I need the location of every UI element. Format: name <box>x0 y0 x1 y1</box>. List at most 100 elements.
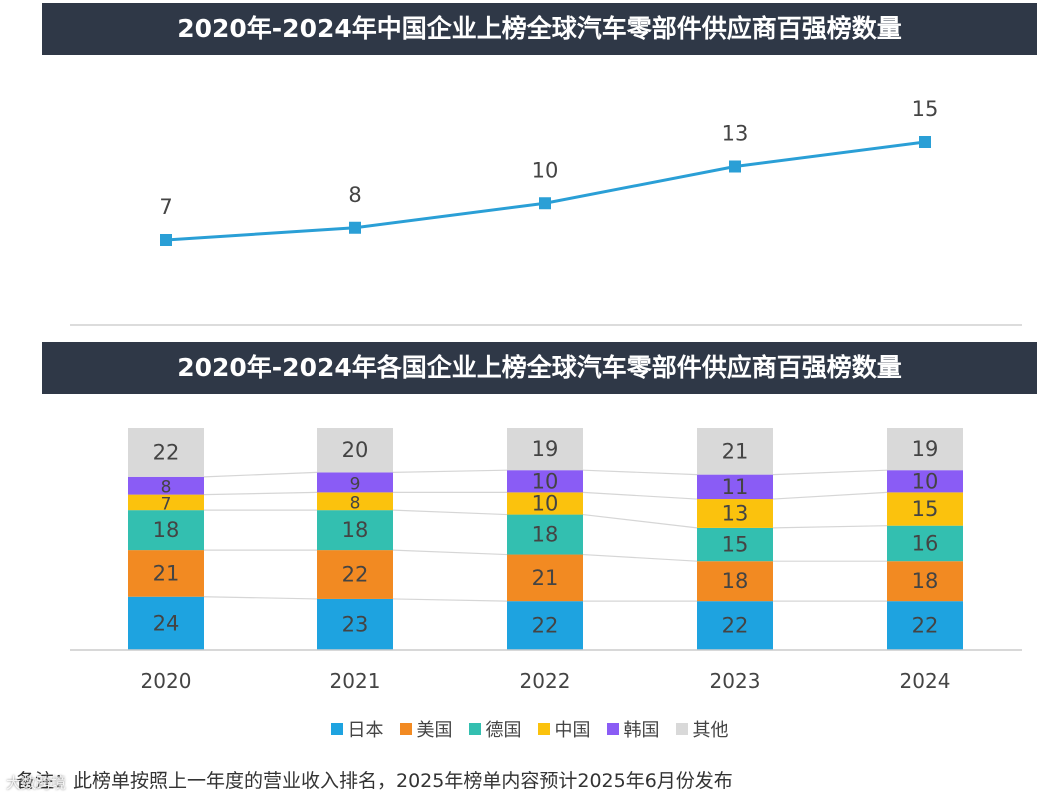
bar-2024-韩国 <box>887 470 963 493</box>
legend-label: 日本 <box>347 720 384 741</box>
bar-label-2023-美国: 18 <box>722 569 749 593</box>
line-point-2020 <box>160 234 172 246</box>
connector-德国-2022 <box>582 513 698 529</box>
bar-label-2022-中国: 10 <box>532 491 559 515</box>
bar-label-2022-美国: 21 <box>532 566 559 590</box>
bar-label-2022-韩国: 10 <box>532 469 559 493</box>
bar-label-2023-日本: 22 <box>722 614 749 638</box>
line-data-label-2020: 7 <box>159 195 172 219</box>
legend-swatch <box>537 723 550 735</box>
bar-2022-德国 <box>507 514 583 555</box>
bar-2023-美国 <box>697 561 773 602</box>
line-point-2022 <box>539 197 551 210</box>
bar-label-2020-日本: 24 <box>153 611 180 635</box>
x-tick-2020: 2020 <box>141 669 192 693</box>
connector-韩国-2021 <box>392 469 508 473</box>
bar-label-2021-其他: 20 <box>342 438 369 462</box>
bar-2023-日本 <box>697 601 773 650</box>
bar-2022-中国 <box>507 492 583 515</box>
line-chart-title: 2020年-2024年中国企业上榜全球汽车零部件供应商百强榜数量 <box>42 3 1037 55</box>
connector-韩国-2020 <box>203 471 318 478</box>
legend-swatch <box>399 723 412 735</box>
legend-label: 中国 <box>554 720 591 741</box>
bar-2020-其他 <box>128 428 204 477</box>
bar-2022-其他 <box>507 428 583 471</box>
bar-2020-日本 <box>128 596 204 650</box>
x-tick-2023: 2023 <box>710 669 761 693</box>
bar-label-2024-韩国: 10 <box>912 469 939 493</box>
bar-label-2020-其他: 22 <box>153 440 180 464</box>
bar-label-2022-其他: 19 <box>532 437 559 461</box>
legend-label: 德国 <box>485 720 522 741</box>
bar-2023-中国 <box>697 499 773 528</box>
bar-label-2021-日本: 23 <box>342 612 369 636</box>
bar-2021-德国 <box>317 510 393 551</box>
bar-label-2020-中国: 7 <box>161 494 172 514</box>
bar-2023-韩国 <box>697 474 773 500</box>
line-data-label-2024: 15 <box>912 97 939 121</box>
bar-2020-韩国 <box>128 476 204 495</box>
bar-2021-中国 <box>317 492 393 511</box>
legend-item-日本: 日本 <box>330 716 384 742</box>
bar-2024-美国 <box>887 561 963 602</box>
bar-label-2024-其他: 19 <box>912 437 939 461</box>
legend-item-德国: 德国 <box>468 716 522 742</box>
bar-2022-美国 <box>507 554 583 602</box>
connector-德国-2021 <box>392 509 508 516</box>
bar-chart-title: 2020年-2024年各国企业上榜全球汽车零部件供应商百强榜数量 <box>42 342 1037 394</box>
bar-label-2022-德国: 18 <box>532 523 559 547</box>
connector-日本-2020 <box>203 596 318 600</box>
connector-中国-2022 <box>582 491 698 500</box>
bar-label-2022-日本: 22 <box>532 614 559 638</box>
bar-label-2023-中国: 13 <box>722 501 749 525</box>
bar-label-2020-美国: 21 <box>153 561 180 585</box>
bar-2020-美国 <box>128 550 204 597</box>
legend-label: 美国 <box>416 720 453 741</box>
bar-label-2023-其他: 21 <box>722 439 749 463</box>
bar-label-2021-德国: 18 <box>342 518 369 542</box>
connector-德国-2023 <box>772 525 888 529</box>
connector-美国-2022 <box>582 553 698 562</box>
bar-label-2024-中国: 15 <box>912 497 939 521</box>
bar-2020-德国 <box>128 510 204 551</box>
legend-swatch <box>675 723 688 735</box>
bar-label-2021-美国: 22 <box>342 563 369 587</box>
line-point-2023 <box>729 160 741 173</box>
bar-2022-韩国 <box>507 470 583 493</box>
legend-swatch <box>468 723 481 735</box>
connector-中国-2020 <box>203 491 318 496</box>
x-tick-2021: 2021 <box>330 669 381 693</box>
line-point-2021 <box>349 221 361 234</box>
legend-swatch <box>606 723 619 735</box>
bar-2021-美国 <box>317 550 393 599</box>
connector-韩国-2022 <box>582 469 698 476</box>
legend-item-韩国: 韩国 <box>606 716 660 742</box>
bar-label-2024-德国: 16 <box>912 531 939 555</box>
bar-2024-其他 <box>887 428 963 471</box>
bar-2024-日本 <box>887 601 963 650</box>
line-data-label-2022: 10 <box>532 158 559 182</box>
connector-中国-2023 <box>772 491 888 500</box>
bar-chart: 2421187822232218892022211810101922181513… <box>70 428 1022 693</box>
connector-日本-2021 <box>392 598 508 602</box>
bar-label-2021-韩国: 9 <box>350 474 361 494</box>
x-tick-2022: 2022 <box>520 669 571 693</box>
watermark: 大数跨境 <box>6 774 67 792</box>
bar-2024-中国 <box>887 492 963 526</box>
legend-item-其他: 其他 <box>675 716 729 742</box>
bar-label-2023-韩国: 11 <box>722 475 749 499</box>
bar-label-2020-德国: 18 <box>153 518 180 542</box>
line-data-label-2021: 8 <box>348 183 361 207</box>
legend-item-中国: 中国 <box>537 716 591 742</box>
bar-chart-legend: 日本 美国 德国 中国 韩国 其他 <box>0 716 1059 742</box>
legend-swatch <box>330 723 343 735</box>
line-point-2024 <box>919 136 931 148</box>
bar-label-2021-中国: 8 <box>350 493 361 513</box>
bar-2020-中国 <box>128 494 204 511</box>
legend-item-美国: 美国 <box>399 716 453 742</box>
bar-label-2024-美国: 18 <box>912 569 939 593</box>
bar-label-2023-德国: 15 <box>722 533 749 557</box>
line-data-label-2023: 13 <box>722 122 749 146</box>
bar-2021-韩国 <box>317 472 393 493</box>
bar-2022-日本 <box>507 601 583 650</box>
